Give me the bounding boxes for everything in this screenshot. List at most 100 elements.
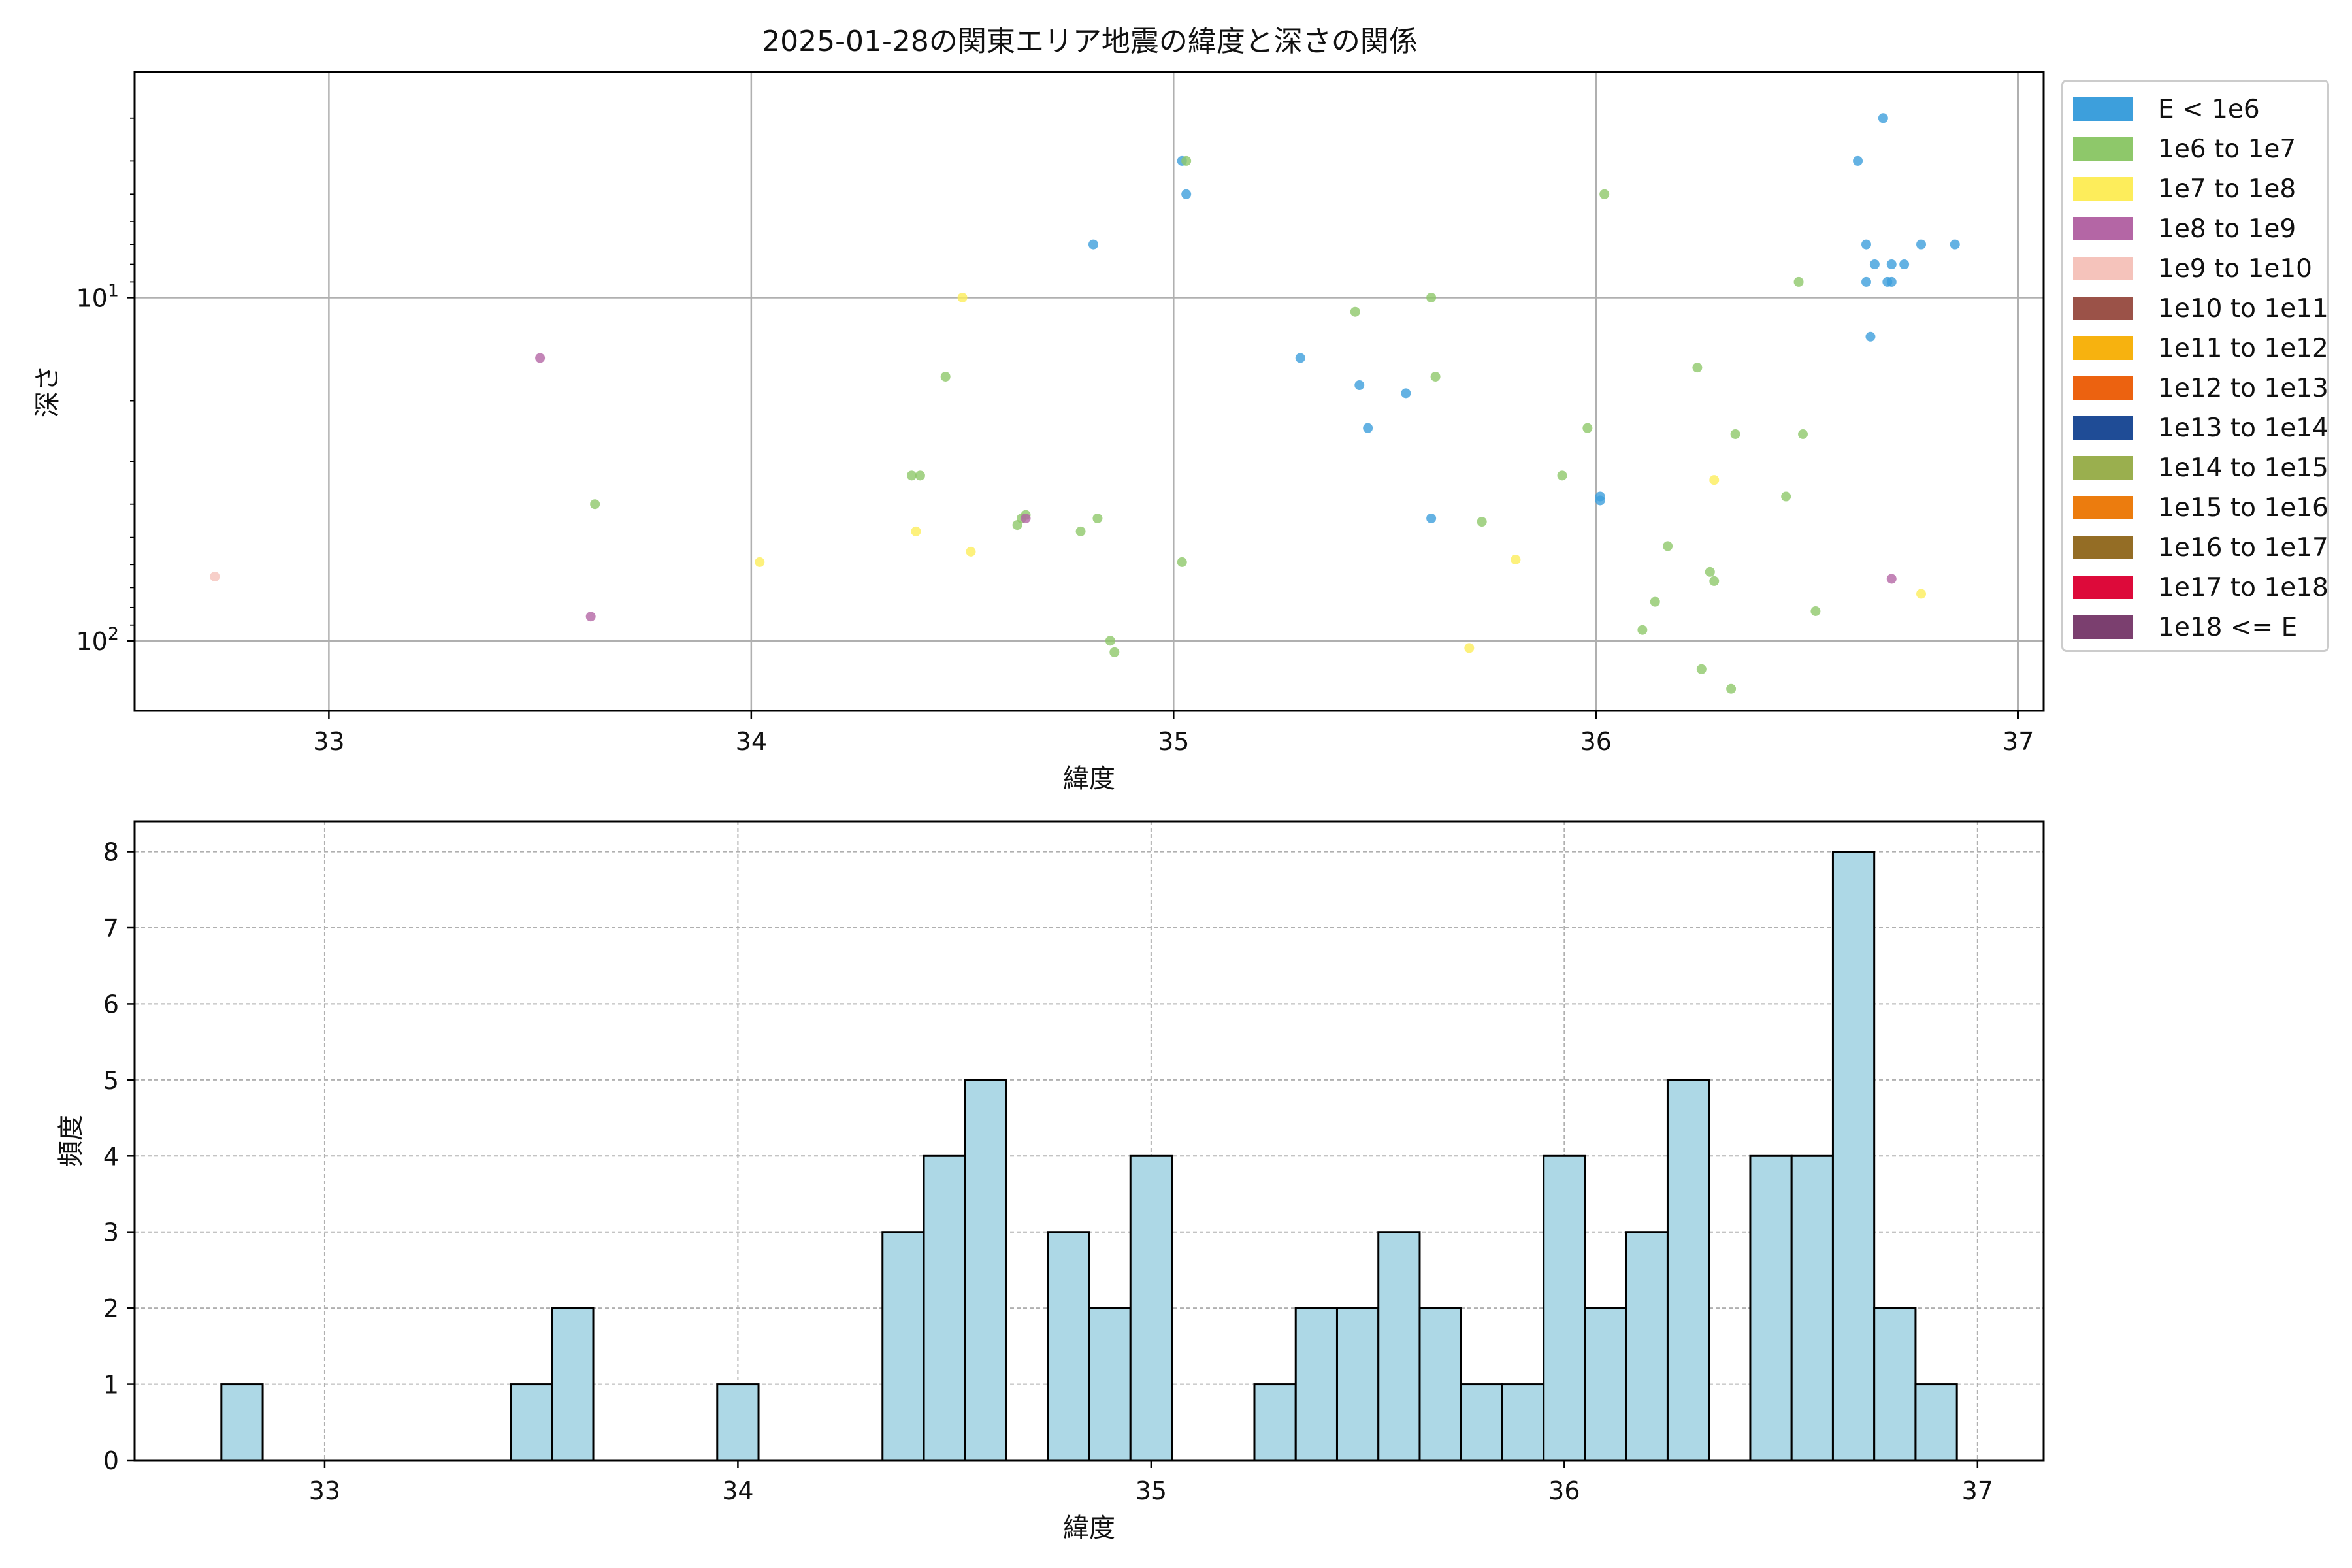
scatter-point bbox=[940, 372, 951, 382]
scatter-point bbox=[1401, 388, 1411, 399]
scatter-point bbox=[1021, 513, 1031, 523]
legend-item: 1e16 to 1e17 bbox=[2073, 529, 2328, 566]
histogram-ytick-label: 7 bbox=[103, 914, 119, 943]
legend-item: 1e14 to 1e15 bbox=[2073, 449, 2328, 486]
legend-label: 1e6 to 1e7 bbox=[2158, 134, 2296, 164]
scatter-point bbox=[1886, 259, 1897, 270]
scatter-point bbox=[957, 292, 968, 302]
scatter-ylabel: 深さ bbox=[33, 365, 63, 417]
histogram-xtick-label: 33 bbox=[309, 1477, 340, 1505]
histogram-bar bbox=[1418, 1307, 1462, 1462]
histogram-ytick-label: 5 bbox=[103, 1066, 119, 1095]
scatter-point bbox=[1177, 557, 1187, 567]
scatter-point bbox=[1181, 155, 1192, 166]
scatter-point bbox=[1861, 239, 1871, 250]
scatter-xtick-label: 34 bbox=[736, 727, 767, 756]
scatter-point bbox=[1810, 606, 1821, 616]
histogram-bar bbox=[1047, 1231, 1090, 1462]
scatter-point bbox=[1464, 643, 1475, 653]
histogram-bar bbox=[1584, 1307, 1627, 1462]
legend-label: 1e15 to 1e16 bbox=[2158, 493, 2328, 523]
histogram-ytick-label: 8 bbox=[103, 838, 119, 867]
legend-label: 1e18 <= E bbox=[2158, 612, 2298, 642]
scatter-point bbox=[1798, 429, 1808, 439]
histogram-bar bbox=[1625, 1231, 1669, 1462]
legend-label: 1e14 to 1e15 bbox=[2158, 453, 2328, 483]
scatter-point bbox=[210, 571, 220, 581]
histogram-bars bbox=[220, 851, 1958, 1462]
scatter-point bbox=[1363, 423, 1373, 433]
scatter-point bbox=[1705, 566, 1715, 577]
histogram-bar bbox=[1873, 1307, 1917, 1462]
scatter-point bbox=[1916, 239, 1927, 250]
histogram-bar bbox=[881, 1231, 925, 1462]
legend-swatch bbox=[2073, 416, 2133, 440]
scatter-ytick-label: 102 bbox=[76, 624, 119, 656]
scatter-point bbox=[966, 546, 976, 557]
legend-item: 1e6 to 1e7 bbox=[2073, 131, 2296, 167]
legend-label: 1e8 to 1e9 bbox=[2158, 214, 2296, 244]
scatter-point bbox=[1088, 239, 1098, 250]
legend-label: 1e11 to 1e12 bbox=[2158, 333, 2328, 363]
histogram-xtick-label: 36 bbox=[1548, 1477, 1580, 1505]
scatter-point bbox=[1426, 292, 1437, 302]
legend-swatch bbox=[2073, 97, 2133, 121]
legend-swatch bbox=[2073, 576, 2133, 599]
legend-item: E < 1e6 bbox=[2073, 91, 2260, 127]
scatter-point bbox=[1663, 541, 1673, 551]
histogram-bar bbox=[220, 1383, 264, 1462]
scatter-point bbox=[906, 470, 917, 481]
histogram-xtick-label: 34 bbox=[722, 1477, 753, 1505]
scatter-point bbox=[1350, 306, 1360, 317]
scatter-point bbox=[1650, 596, 1660, 607]
histogram-plot-area bbox=[133, 820, 2045, 1462]
scatter-point bbox=[1511, 554, 1521, 564]
histogram-bar bbox=[1294, 1307, 1338, 1462]
legend-label: 1e7 to 1e8 bbox=[2158, 174, 2296, 204]
histogram-bar bbox=[923, 1154, 966, 1462]
legend-swatch bbox=[2073, 177, 2133, 201]
legend-label: 1e9 to 1e10 bbox=[2158, 253, 2312, 284]
scatter-point bbox=[1582, 423, 1593, 433]
scatter-point bbox=[1869, 259, 1880, 270]
legend-label: 1e10 to 1e11 bbox=[2158, 293, 2328, 323]
scatter-point bbox=[1430, 372, 1441, 382]
histogram-ytick-label: 4 bbox=[103, 1142, 119, 1171]
legend-label: 1e17 to 1e18 bbox=[2158, 572, 2328, 602]
legend-swatch bbox=[2073, 496, 2133, 519]
histogram-bar bbox=[964, 1079, 1008, 1462]
histogram-bar bbox=[1831, 851, 1876, 1462]
legend-item: 1e13 to 1e14 bbox=[2073, 410, 2328, 446]
legend: E < 1e6 1e6 to 1e7 1e7 to 1e8 1e8 to 1e9 1e9… bbox=[2061, 80, 2329, 652]
scatter-point bbox=[755, 557, 765, 567]
scatter-point bbox=[1075, 526, 1086, 536]
legend-swatch bbox=[2073, 615, 2133, 639]
scatter-points bbox=[210, 113, 1960, 694]
histogram-ytick-label: 1 bbox=[103, 1371, 119, 1399]
histogram-bar bbox=[1253, 1383, 1297, 1462]
legend-item: 1e10 to 1e11 bbox=[2073, 290, 2328, 327]
legend-label: E < 1e6 bbox=[2158, 94, 2260, 124]
legend-item: 1e15 to 1e16 bbox=[2073, 489, 2328, 526]
scatter-point bbox=[1853, 155, 1863, 166]
scatter-ytick-label: 101 bbox=[76, 280, 119, 312]
scatter-point bbox=[1477, 517, 1487, 527]
legend-swatch bbox=[2073, 456, 2133, 480]
scatter-point bbox=[1865, 331, 1876, 342]
legend-item: 1e9 to 1e10 bbox=[2073, 250, 2312, 287]
scatter-point bbox=[1109, 647, 1120, 657]
histogram-xlabel: 緯度 bbox=[1063, 1513, 1115, 1543]
scatter-xlabel: 緯度 bbox=[1063, 764, 1115, 794]
scatter-point bbox=[915, 470, 925, 481]
legend-swatch bbox=[2073, 536, 2133, 559]
scatter-xtick-label: 36 bbox=[1580, 727, 1612, 756]
histogram-xtick-label: 35 bbox=[1135, 1477, 1167, 1505]
scatter-point bbox=[1886, 574, 1897, 584]
scatter-xtick-label: 37 bbox=[2002, 727, 2034, 756]
legend-swatch bbox=[2073, 297, 2133, 320]
histogram-ytick-label: 3 bbox=[103, 1218, 119, 1247]
legend-label: 1e16 to 1e17 bbox=[2158, 532, 2328, 563]
histogram-ylabel: 頻度 bbox=[56, 1115, 86, 1167]
